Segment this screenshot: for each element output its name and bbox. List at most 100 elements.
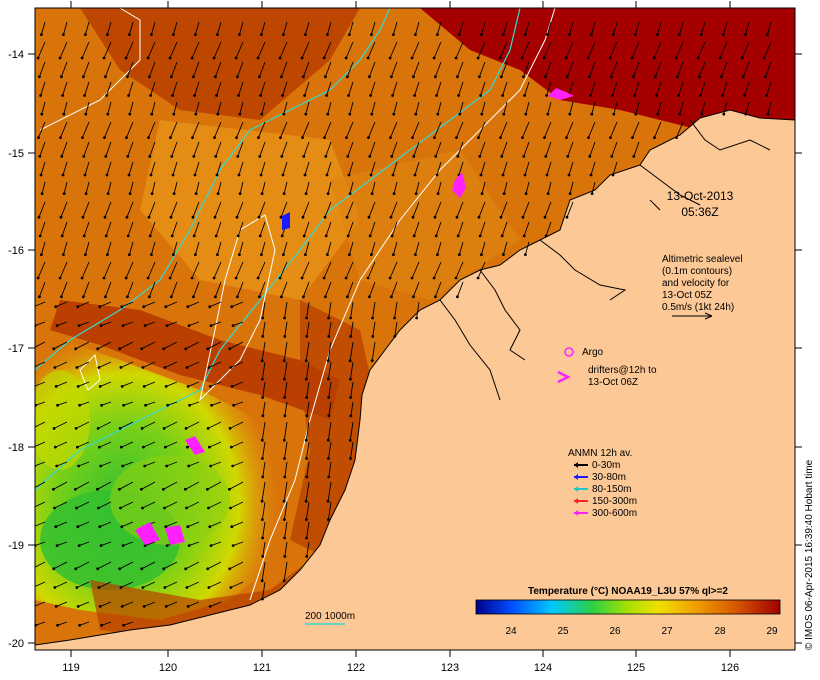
velocity-arrow-head bbox=[60, 295, 63, 299]
velocity-arrow bbox=[173, 101, 178, 115]
velocity-arrow-head bbox=[120, 525, 124, 529]
velocity-arrow-head bbox=[231, 544, 235, 547]
velocity-arrow-head bbox=[38, 295, 41, 299]
map-frame bbox=[34, 7, 796, 651]
bathymetry-contour-200m bbox=[35, 8, 521, 491]
anmn-legend-arrow-head bbox=[574, 510, 578, 516]
velocity-arrow bbox=[209, 521, 222, 528]
velocity-arrow bbox=[302, 121, 310, 138]
velocity-arrow bbox=[101, 401, 112, 406]
velocity-arrow bbox=[435, 141, 442, 157]
velocity-arrow-head bbox=[106, 112, 110, 116]
velocity-arrow-head bbox=[305, 396, 309, 399]
velocity-arrow bbox=[103, 41, 112, 59]
velocity-arrow-head bbox=[77, 324, 81, 327]
velocity-arrow bbox=[121, 521, 134, 528]
velocity-arrow-head bbox=[186, 525, 190, 529]
velocity-arrow-head bbox=[498, 56, 502, 60]
velocity-arrow bbox=[326, 161, 332, 176]
velocity-arrow bbox=[612, 161, 618, 176]
velocity-arrow bbox=[323, 261, 332, 279]
velocity-arrow bbox=[150, 81, 156, 96]
bathymetry-contour-1000m bbox=[35, 8, 391, 371]
velocity-arrow-head bbox=[53, 506, 56, 510]
velocity-arrow bbox=[163, 341, 178, 350]
velocity-arrow bbox=[235, 261, 244, 279]
velocity-arrow bbox=[35, 461, 46, 467]
velocity-arrow bbox=[280, 61, 288, 77]
velocity-arrow bbox=[261, 501, 266, 520]
velocity-arrow bbox=[368, 201, 376, 218]
velocity-arrow-head bbox=[368, 75, 371, 79]
velocity-arrow-head bbox=[148, 155, 152, 158]
velocity-arrow-head bbox=[208, 605, 212, 608]
velocity-arrow bbox=[282, 161, 288, 176]
velocity-arrow bbox=[57, 621, 68, 626]
velocity-arrow-head bbox=[60, 155, 64, 158]
velocity-arrow-head bbox=[163, 366, 167, 369]
velocity-arrow bbox=[500, 201, 508, 218]
colorbar: Temperature (°C) NOAA19_L3U 57% ql>=2 24… bbox=[475, 586, 781, 637]
velocity-arrow bbox=[38, 201, 46, 218]
cool-water-core bbox=[35, 370, 90, 470]
velocity-arrow bbox=[35, 481, 46, 488]
velocity-arrow-head bbox=[590, 33, 593, 36]
velocity-arrow-head bbox=[280, 234, 284, 238]
velocity-arrow-head bbox=[432, 56, 436, 60]
velocity-arrow bbox=[545, 221, 552, 237]
velocity-arrow bbox=[392, 21, 398, 35]
velocity-arrow bbox=[280, 201, 288, 218]
velocity-arrow bbox=[164, 501, 178, 509]
velocity-arrow-head bbox=[282, 33, 285, 36]
velocity-arrow-head bbox=[455, 215, 459, 219]
velocity-arrow bbox=[346, 121, 354, 138]
velocity-arrow-head bbox=[150, 33, 153, 36]
timestamp-date: 13-Oct-2013 bbox=[667, 189, 734, 203]
velocity-arrow bbox=[327, 341, 332, 361]
lon-tick-label: 125 bbox=[627, 662, 645, 674]
scale-label: 200 1000m bbox=[305, 611, 355, 622]
velocity-arrow-head bbox=[369, 173, 373, 177]
velocity-arrow-head bbox=[434, 295, 437, 299]
velocity-arrow bbox=[656, 21, 662, 35]
sealevel-contour bbox=[39, 8, 141, 131]
lon-tick-label: 121 bbox=[253, 662, 271, 674]
velocity-arrow-head bbox=[324, 295, 327, 299]
velocity-arrow-head bbox=[81, 136, 84, 140]
velocity-arrow bbox=[193, 221, 200, 237]
anmn-title: ANMN 12h av. bbox=[568, 448, 632, 459]
velocity-arrow bbox=[56, 601, 68, 607]
velocity-arrow bbox=[210, 601, 222, 607]
velocity-arrow-head bbox=[456, 295, 459, 299]
velocity-arrow bbox=[349, 361, 354, 380]
velocity-arrow-head bbox=[327, 457, 330, 460]
velocity-arrow-head bbox=[476, 276, 480, 280]
latitude-axis: -14 -15 -16 -17 -18 -19 -20 bbox=[8, 49, 802, 650]
velocity-arrow bbox=[187, 521, 200, 528]
velocity-arrow-head bbox=[78, 623, 81, 627]
velocity-arrow bbox=[284, 401, 288, 416]
velocity-arrow bbox=[393, 181, 398, 194]
velocity-arrow-head bbox=[59, 215, 63, 219]
velocity-arrow bbox=[523, 141, 530, 157]
velocity-arrow-head bbox=[184, 567, 188, 571]
velocity-arrow bbox=[499, 41, 508, 59]
velocity-arrow-head bbox=[171, 173, 175, 177]
velocity-arrow-head bbox=[214, 155, 218, 158]
velocity-arrow bbox=[53, 421, 68, 429]
velocity-arrow-head bbox=[521, 136, 524, 140]
velocity-arrow-head bbox=[118, 487, 121, 491]
velocity-arrow bbox=[171, 141, 178, 157]
drifter-markers bbox=[135, 88, 574, 545]
velocity-arrow-head bbox=[304, 253, 307, 256]
velocity-arrow-head bbox=[568, 33, 571, 36]
velocity-arrow-head bbox=[520, 56, 524, 60]
velocity-arrow bbox=[101, 621, 112, 626]
velocity-arrow bbox=[480, 21, 486, 35]
velocity-arrow bbox=[324, 121, 332, 138]
velocity-arrow bbox=[523, 221, 530, 237]
velocity-arrow-head bbox=[322, 56, 326, 60]
velocity-arrow bbox=[767, 101, 772, 115]
velocity-arrow bbox=[54, 361, 68, 368]
velocity-arrow bbox=[150, 21, 156, 35]
